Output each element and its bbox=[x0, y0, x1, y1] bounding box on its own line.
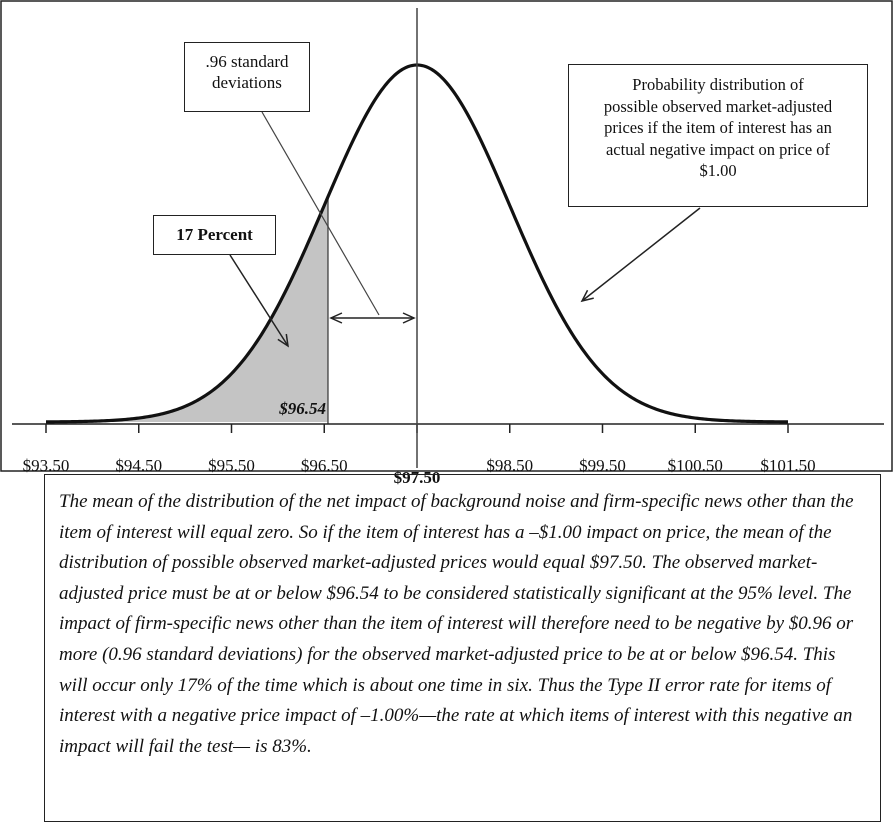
distribution-label-line5: $1.00 bbox=[699, 161, 737, 180]
distribution-leader-head bbox=[580, 289, 594, 303]
shaded-leader bbox=[229, 254, 289, 347]
std-dev-leader bbox=[261, 111, 380, 316]
shaded-area-callout: 17 Percent bbox=[153, 215, 276, 255]
x-tick-label: $93.50 bbox=[23, 456, 70, 475]
shaded-area-label: 17 Percent bbox=[176, 225, 253, 244]
x-tick-label: $94.50 bbox=[115, 456, 162, 475]
x-tick-label: $98.50 bbox=[486, 456, 533, 475]
threshold-label: $96.54 bbox=[278, 399, 326, 418]
std-dev-label-line2: deviations bbox=[212, 73, 282, 92]
std-dev-callout: .96 standard deviations bbox=[184, 42, 310, 112]
caption-box: The mean of the distribution of the net … bbox=[44, 474, 881, 822]
shaded-leader-head bbox=[277, 333, 289, 348]
x-tick-label: $99.50 bbox=[579, 456, 626, 475]
x-tick-label: $101.50 bbox=[760, 456, 815, 475]
std-dev-label-line1: .96 standard bbox=[205, 52, 289, 71]
distribution-label-line3: prices if the item of interest has an bbox=[604, 118, 832, 137]
mean-tick-label: $97.50 bbox=[394, 468, 441, 487]
distribution-callout: Probability distribution of possible obs… bbox=[568, 64, 868, 207]
x-tick-label: $96.50 bbox=[301, 456, 348, 475]
x-tick-label: $95.50 bbox=[208, 456, 255, 475]
distribution-leader bbox=[581, 207, 701, 302]
plot-frame bbox=[0, 0, 893, 472]
caption-text: The mean of the distribution of the net … bbox=[59, 491, 854, 757]
distribution-label-line2: possible observed market-adjusted bbox=[603, 96, 833, 116]
distribution-label-line4: actual negative impact on price of bbox=[605, 139, 831, 159]
std-dev-arrow-head-left bbox=[329, 312, 343, 324]
distribution-label-line1: Probability distribution of bbox=[632, 75, 804, 94]
std-dev-arrow-head-right bbox=[402, 312, 416, 324]
x-tick-label: $100.50 bbox=[668, 456, 723, 475]
shaded-tail-area bbox=[46, 196, 328, 422]
